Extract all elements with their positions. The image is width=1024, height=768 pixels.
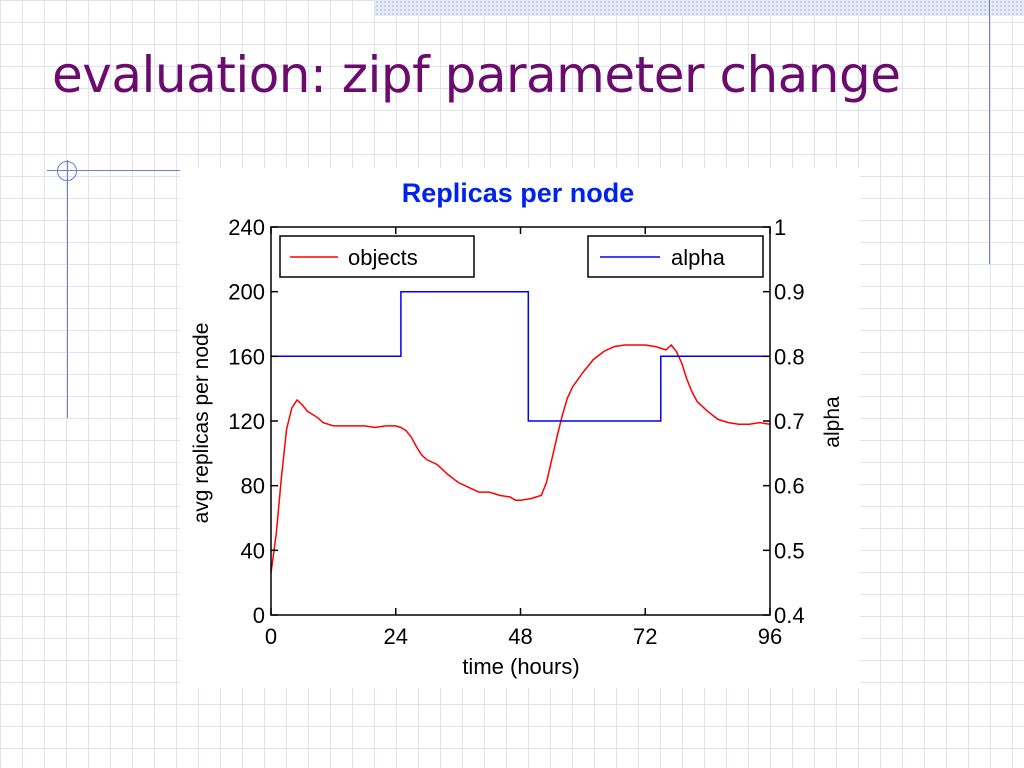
series-line-objects [270,343,771,574]
decorative-vertical-rule-right [989,0,990,264]
top-decorative-band [375,0,1024,16]
y2-tick-label: 0.4 [774,603,805,628]
x-tick-label: 72 [633,624,657,649]
left-axis-ticks: 0 40 80 120 160 200 240 [228,215,278,628]
y-tick-label: 240 [228,215,265,240]
x-tick-label: 0 [265,624,277,649]
y2-tick-label: 0.7 [774,409,805,434]
y-axis-label: avg replicas per node [190,323,213,524]
decorative-crosshair-circle [57,161,77,181]
legend-alpha-label: alpha [671,245,726,270]
y-tick-label: 80 [241,474,265,499]
series-line-alpha [271,290,770,422]
y-tick-label: 200 [228,280,265,305]
x-tick-label: 96 [758,624,782,649]
plot-frame [270,226,771,616]
decorative-horizontal-rule [47,170,245,171]
y-tick-label: 160 [228,344,265,369]
y2-tick-label: 0.5 [774,538,805,563]
y-tick-label: 40 [241,538,265,563]
y2-tick-label: 0.9 [774,280,805,305]
y2-tick-label: 1 [774,215,786,240]
x-tick-label: 24 [384,624,408,649]
legend-alpha: alpha [587,235,764,278]
chart-title: Replicas per node [402,178,635,208]
y2-tick-label: 0.6 [774,474,805,499]
x-tick-label: 48 [508,624,532,649]
slide-title: evaluation: zipf parameter change [52,46,901,104]
y2-axis-label: alpha [821,396,844,448]
chart-figure: Replicas per node 0 40 80 120 160 200 240 0.4 0… [180,168,860,688]
right-axis-ticks: 0.4 0.5 0.6 0.7 0.8 0.9 1 [763,215,805,628]
legend-objects: objects [279,235,475,278]
bottom-axis-ticks: 0 24 48 72 96 [265,227,782,649]
decorative-vertical-rule-left [67,160,68,418]
plot-area [270,290,771,574]
y-tick-label: 0 [253,603,265,628]
y2-tick-label: 0.8 [774,344,805,369]
x-axis-label: time (hours) [462,654,579,679]
legend-objects-label: objects [348,245,418,270]
y-tick-label: 120 [228,409,265,434]
